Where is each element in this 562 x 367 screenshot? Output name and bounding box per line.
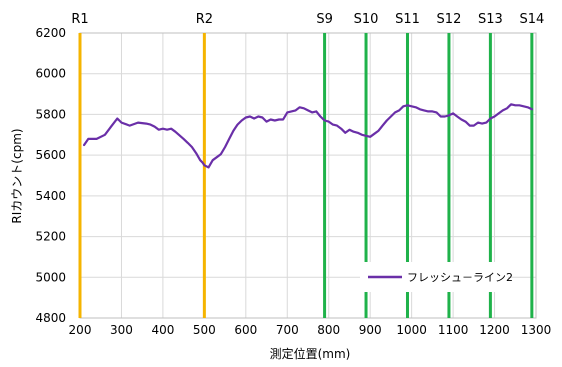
x-tick-label: 800	[317, 323, 340, 337]
x-tick-label: 1000	[396, 323, 427, 337]
x-tick-label: 1100	[438, 323, 469, 337]
marker-label-s12: S12	[437, 12, 462, 27]
x-tick-label: 300	[110, 323, 133, 337]
y-tick-label: 6200	[35, 26, 66, 40]
y-tick-label: 5400	[35, 189, 66, 203]
marker-label-s14: S14	[519, 12, 544, 27]
x-axis-title: 測定位置(mm)	[270, 346, 351, 361]
x-tick-label: 900	[359, 323, 382, 337]
y-tick-label: 4800	[35, 311, 66, 325]
y-tick-label: 5200	[35, 230, 66, 244]
legend-label: フレッシュ－ライン2	[407, 271, 513, 284]
x-tick-label: 1300	[521, 323, 552, 337]
x-tick-label: 200	[69, 323, 92, 337]
y-tick-label: 5000	[35, 270, 66, 284]
marker-label-r1: R1	[71, 12, 88, 27]
y-tick-label: 5600	[35, 148, 66, 162]
marker-label-s11: S11	[395, 12, 420, 27]
x-tick-label: 700	[276, 323, 299, 337]
y-tick-label: 6000	[35, 67, 66, 81]
x-tick-label: 400	[151, 323, 174, 337]
x-tick-label: 600	[234, 323, 257, 337]
series-layer	[82, 103, 534, 169]
x-tick-label: 1200	[479, 323, 510, 337]
marker-label-r2: R2	[196, 12, 213, 27]
y-tick-label: 5800	[35, 107, 66, 121]
legend: フレッシュ－ライン2	[360, 262, 513, 292]
series-line-0	[82, 103, 534, 169]
y-axis-title: RIカウント(cpm)	[10, 128, 24, 223]
marker-label-s9: S9	[316, 12, 333, 27]
marker-label-s10: S10	[354, 12, 379, 27]
axis-ticks: 200 300 400 500 600 700 800 900 1000 1100 1200 1300…	[35, 26, 551, 337]
marker-label-s13: S13	[478, 12, 503, 27]
x-tick-label: 500	[193, 323, 216, 337]
